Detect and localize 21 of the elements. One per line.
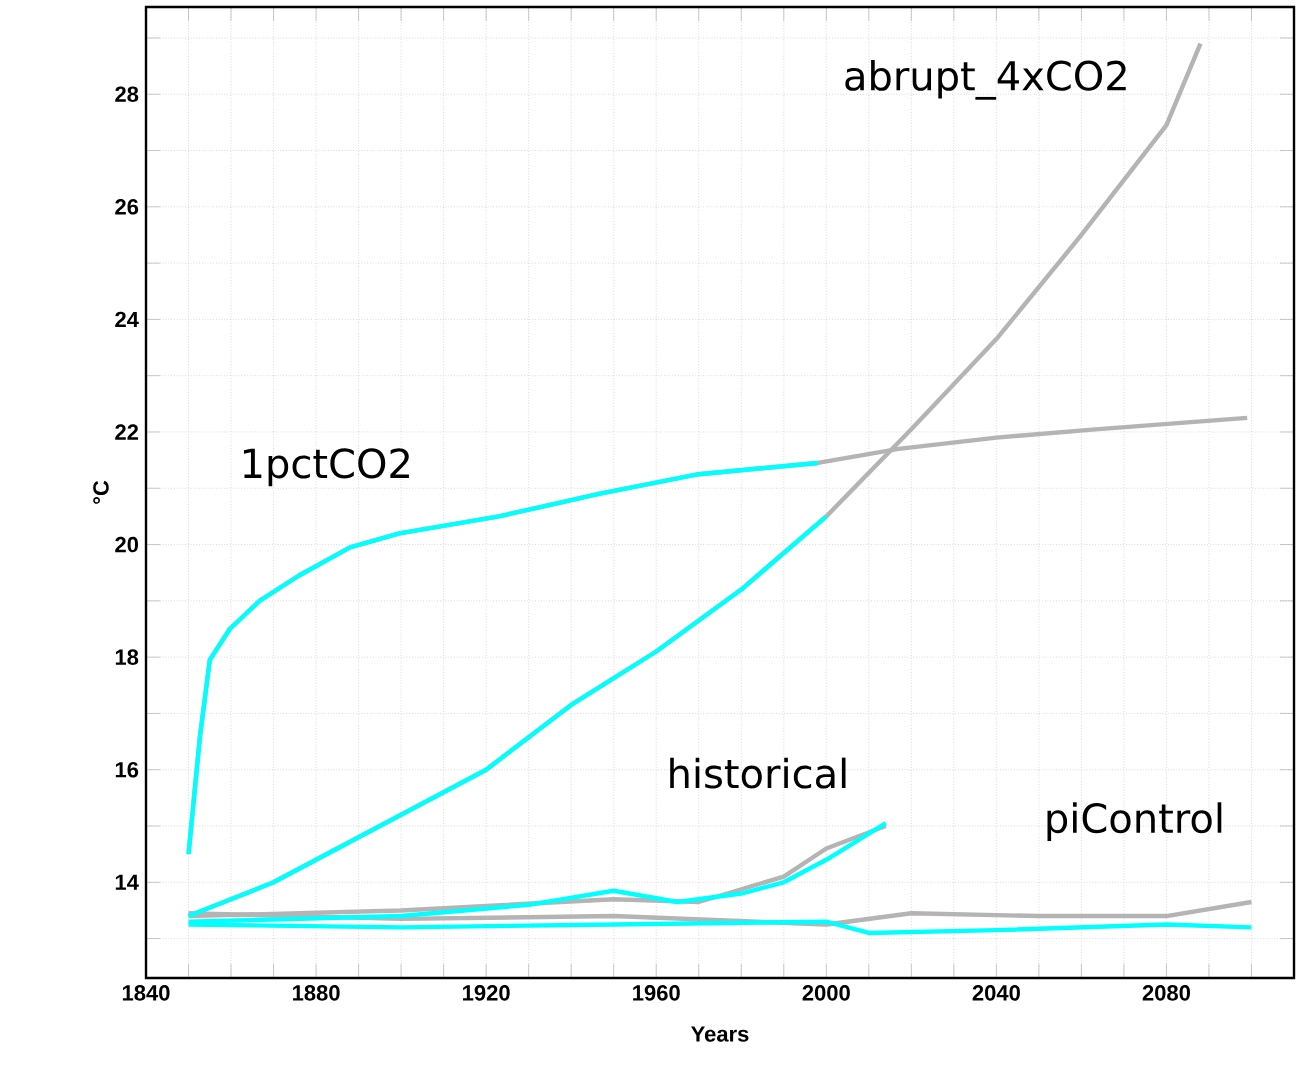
y-tick-label: 28 — [115, 86, 139, 103]
x-tick-label: 1960 — [633, 985, 680, 1001]
annotation: 1pctCO2 — [243, 448, 409, 487]
annotation: historical — [670, 757, 846, 789]
y-tick-label: 26 — [115, 199, 139, 215]
y-tick-label: 16 — [115, 761, 139, 778]
x-axis-title: Years — [691, 1026, 749, 1042]
x-tick-label: 2040 — [972, 985, 1020, 1001]
annotation: abrupt_4xCO2 — [845, 59, 1126, 100]
y-tick-label: 22 — [115, 424, 139, 440]
x-tick-label: 2000 — [802, 985, 850, 1001]
y-axis-title: °C — [93, 480, 109, 504]
x-tick-label: 1840 — [122, 985, 170, 1001]
x-tick-label: 1920 — [463, 985, 510, 1001]
y-tick-label: 24 — [115, 311, 139, 328]
x-tick-label: 2080 — [1142, 985, 1190, 1001]
y-tick-label: 20 — [115, 536, 139, 553]
y-tick-label: 14 — [115, 874, 139, 890]
x-tick-label: 1880 — [292, 985, 340, 1001]
y-tick-label: 18 — [115, 649, 139, 665]
annotation: piControl — [1047, 802, 1222, 842]
